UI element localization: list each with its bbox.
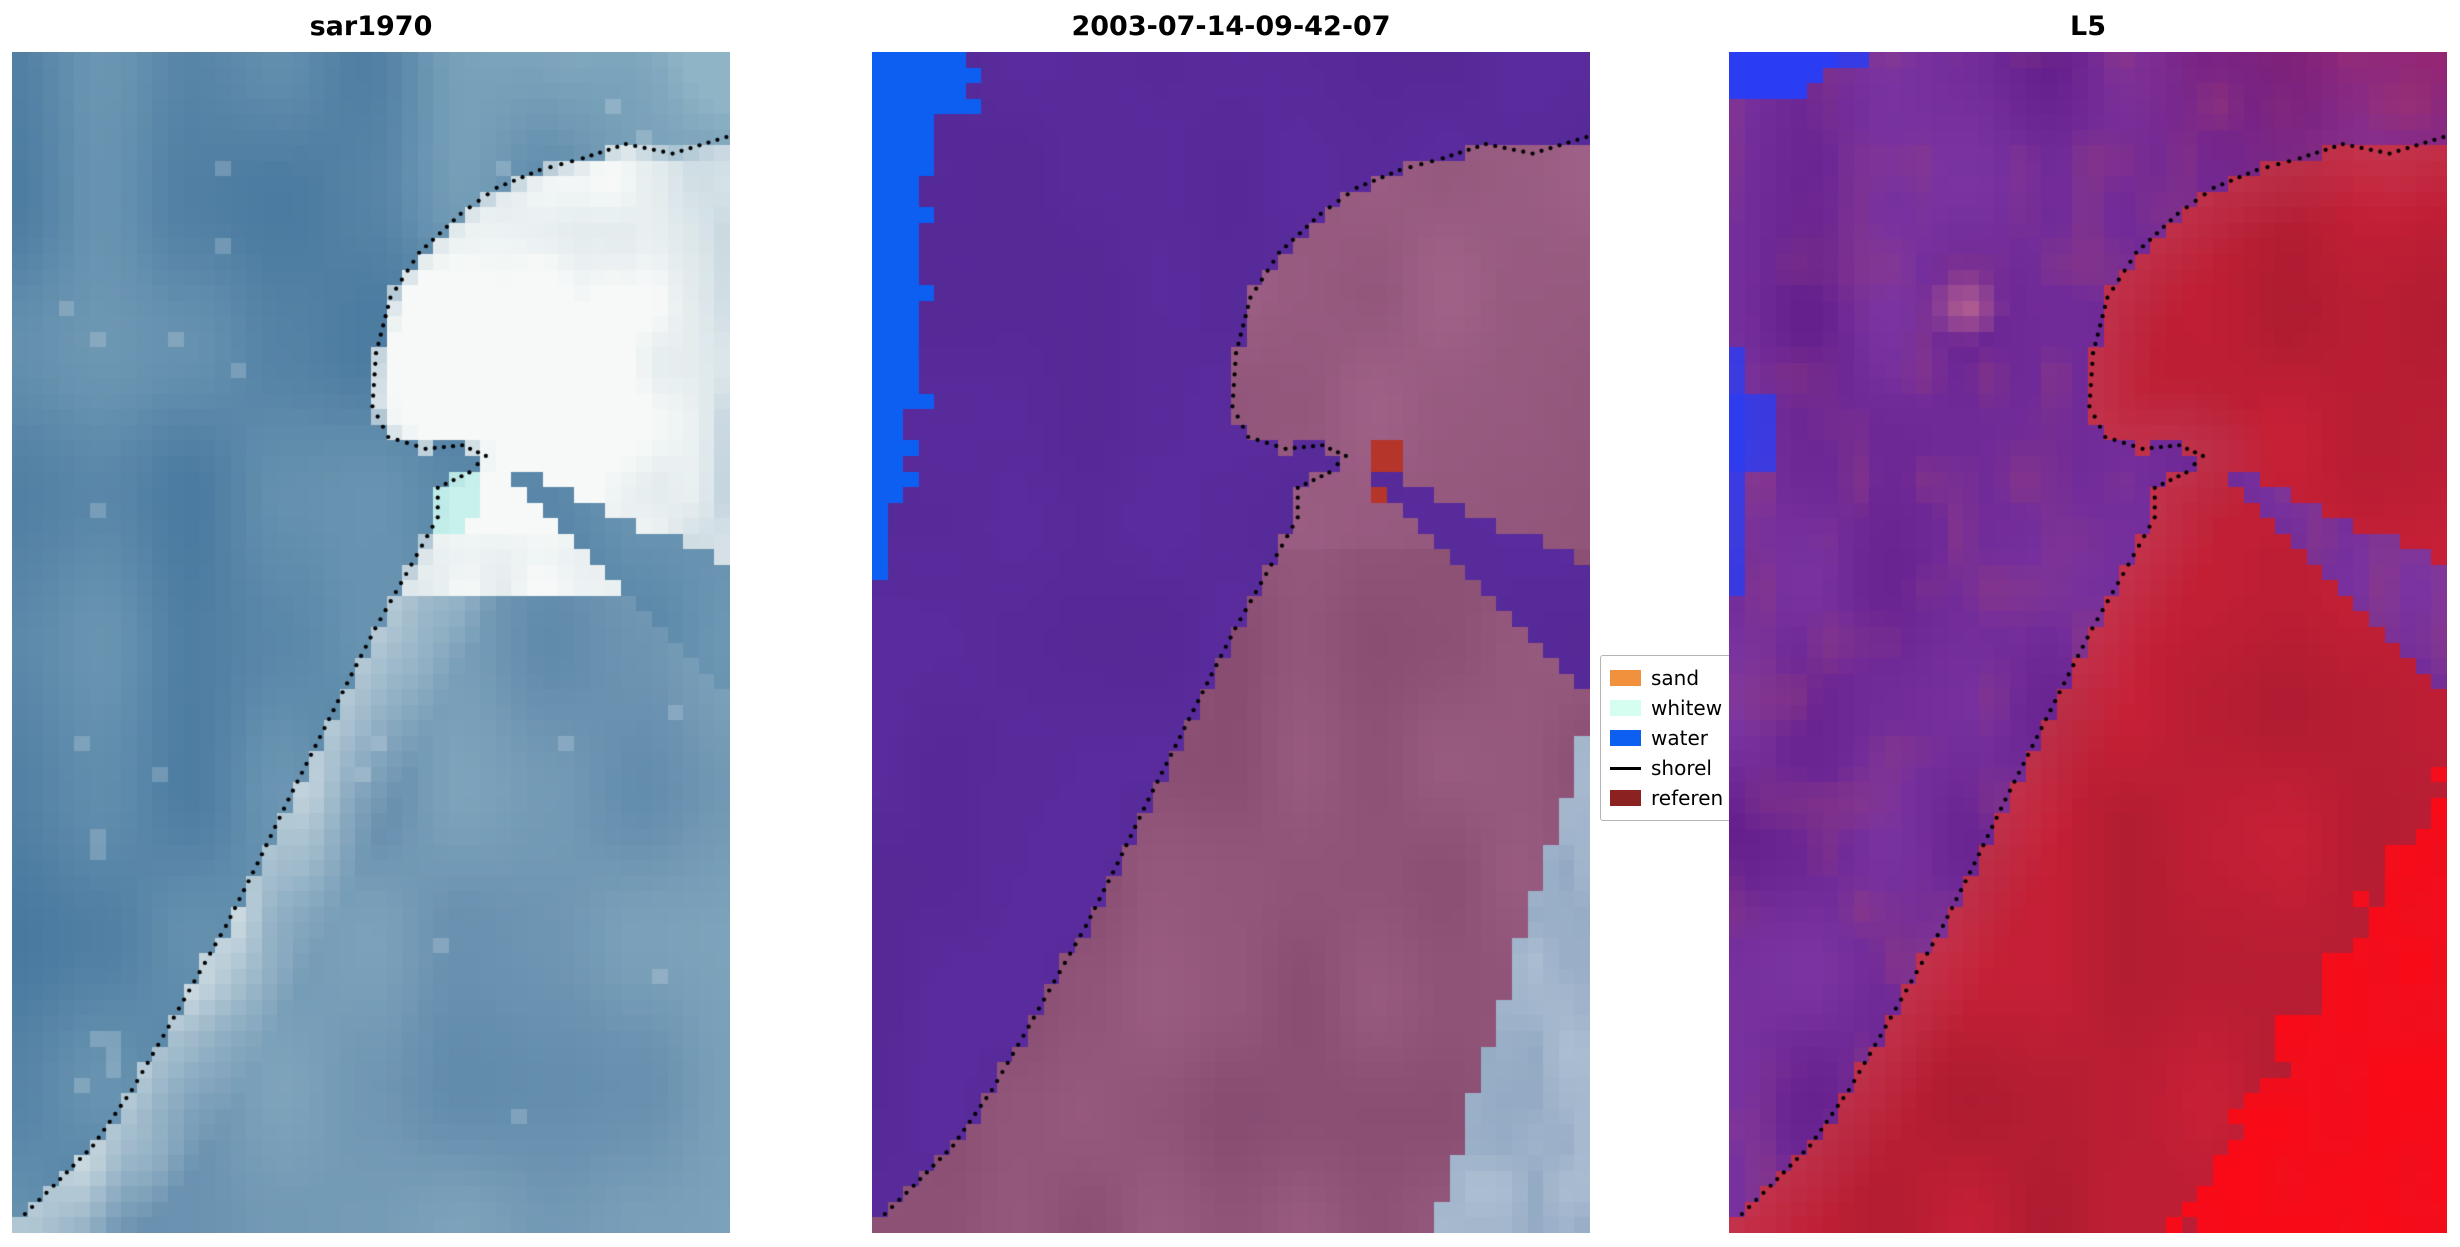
- legend-label-water: water: [1651, 726, 1708, 750]
- legend-item-whitewater: whitew: [1610, 693, 1723, 723]
- sand-swatch: [1610, 670, 1641, 686]
- whitewater-swatch: [1610, 700, 1641, 716]
- legend: sand whitew water shorel referen: [1600, 655, 1735, 821]
- classified-image: [872, 52, 1590, 1233]
- shoreline-line-swatch: [1610, 766, 1641, 770]
- sar1970-image: [12, 52, 730, 1233]
- l5-image: [1729, 52, 2447, 1233]
- legend-label-reference: referen: [1651, 786, 1724, 810]
- panel-classified: 2003-07-14-09-42-07: [872, 11, 1590, 1233]
- panel-l5: L5: [1729, 11, 2447, 1233]
- legend-label-whitewater: whitew: [1651, 696, 1723, 720]
- legend-label-shoreline: shorel: [1651, 756, 1712, 780]
- water-swatch: [1610, 730, 1641, 746]
- panel-title-sar1970: sar1970: [309, 11, 433, 42]
- legend-label-sand: sand: [1651, 666, 1700, 690]
- panel-sar1970: sar1970: [12, 11, 730, 1233]
- legend-item-sand: sand: [1610, 663, 1723, 693]
- panel-title-l5: L5: [2070, 11, 2106, 42]
- legend-item-water: water: [1610, 723, 1723, 753]
- legend-item-reference: referen: [1610, 783, 1723, 813]
- legend-item-shoreline: shorel: [1610, 753, 1723, 783]
- reference-swatch: [1610, 790, 1641, 806]
- panel-title-classified: 2003-07-14-09-42-07: [1071, 11, 1391, 42]
